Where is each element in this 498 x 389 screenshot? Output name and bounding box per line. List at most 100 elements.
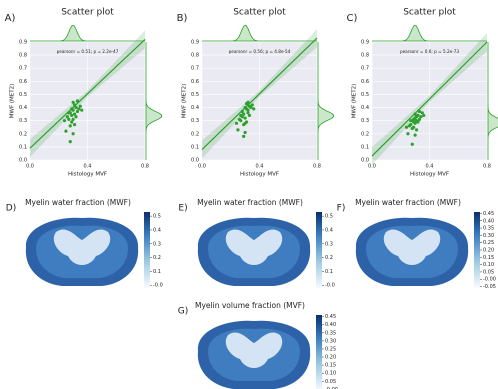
scatter-point: [235, 122, 238, 125]
scatter-point: [80, 109, 83, 112]
scatter-point: [63, 119, 66, 122]
y-tick-label: 0.2: [361, 131, 369, 137]
x-axis-label: Histology MVF: [410, 172, 449, 178]
y-tick-label: 0.7: [19, 66, 27, 72]
scatter-point: [422, 114, 425, 117]
colorbar-tick-label: 0.4: [325, 227, 333, 233]
brain-map: [198, 218, 310, 286]
chart-title: Scatter plot: [61, 8, 114, 18]
scatter-point: [66, 115, 69, 118]
scatter-point: [418, 110, 421, 113]
brain-map: [26, 218, 138, 286]
chart-title: Myelin water fraction (MWF): [355, 198, 461, 207]
y-tick-label: 0.1: [361, 144, 369, 150]
y-tick-label: 0.2: [19, 131, 27, 137]
x-tick-label: 0.4: [426, 164, 434, 170]
colorbar-tick-label: 0.35: [325, 330, 336, 336]
x-tick-label: 0.4: [84, 164, 92, 170]
colorbar-tick-label: 0.05: [483, 269, 494, 275]
colorbar-tick-label: 0.5: [153, 214, 161, 220]
colorbar-tick-label: 0.2: [153, 255, 161, 261]
scatter-point: [73, 123, 76, 126]
colorbar-tick-label: 0.35: [483, 226, 494, 232]
scatter-point: [414, 133, 417, 136]
scatter-point: [242, 135, 245, 138]
x-tick-label: 0.0: [198, 164, 206, 170]
scatter-point: [72, 101, 75, 104]
y-tick-label: 0.7: [191, 66, 199, 72]
y-tick-label: 0.5: [191, 92, 199, 98]
scatter-point: [70, 107, 73, 110]
scatter-point: [415, 128, 418, 131]
colorbar: [316, 212, 322, 288]
x-axis-label: Histology MVF: [240, 172, 279, 178]
colorbar-tick-label: 0.2: [325, 255, 333, 261]
colorbar: [316, 315, 322, 389]
chart-title: Scatter plot: [233, 8, 286, 18]
figure: A)Scatter plot0.00.10.20.30.40.50.60.70.…: [0, 0, 498, 389]
scatter-point: [241, 110, 244, 113]
scatter-point: [74, 115, 77, 118]
panel-label: E): [178, 204, 187, 214]
y-tick-label: 0.3: [19, 118, 27, 124]
scatter-point: [238, 118, 241, 121]
colorbar: [474, 212, 480, 288]
y-tick-label: 0.5: [361, 92, 369, 98]
colorbar-tick-label: 0.30: [325, 338, 336, 344]
x-tick-label: 0.0: [26, 164, 34, 170]
colorbar-tick-label: -0.00: [483, 277, 496, 283]
scatter-point: [64, 130, 67, 133]
scatter-point: [405, 126, 408, 129]
colorbar-tick-label: 0.25: [483, 240, 494, 246]
scatter-point: [236, 128, 239, 131]
scatter-point: [406, 132, 409, 135]
scatter-point: [79, 105, 82, 108]
colorbar-tick-label: 0.30: [483, 233, 494, 239]
scatter-point: [412, 118, 415, 121]
scatter-point: [249, 106, 252, 109]
scatter-point: [244, 131, 247, 134]
colorbar: [144, 212, 150, 288]
scatter-point: [246, 101, 249, 104]
x-tick-label: 0.8: [141, 164, 149, 170]
colorbar-tick-label: 0.40: [483, 218, 494, 224]
scatter-point: [69, 124, 72, 127]
scatter-point: [252, 107, 255, 110]
scatter-point: [419, 115, 422, 118]
y-tick-label: 0.1: [19, 144, 27, 150]
y-tick-label: 0.6: [361, 79, 369, 85]
scatter-point: [70, 114, 73, 117]
scatter-point: [414, 113, 417, 116]
colorbar-tick-label: 0.20: [483, 248, 494, 254]
colorbar-tick-label: 0.1: [325, 269, 333, 275]
panel-label: F): [337, 204, 346, 214]
scatter-point: [416, 120, 419, 123]
x-axis-label: Histology MVF: [68, 172, 107, 178]
y-tick-label: 0.8: [19, 53, 27, 59]
scatter-point: [239, 114, 242, 117]
y-tick-label: 0.6: [191, 79, 199, 85]
y-tick-label: 0.3: [191, 118, 199, 124]
chart-title: Myelin water fraction (MWF): [25, 198, 131, 207]
scatter-point: [411, 127, 414, 130]
panel-label: G): [178, 307, 189, 317]
panel-label: B): [177, 13, 188, 24]
y-tick-label: 0.8: [361, 53, 369, 59]
x-tick-label: 0.4: [256, 164, 264, 170]
brain-map: [356, 218, 468, 286]
scatter-point: [67, 111, 70, 114]
colorbar-tick-label: 0.1: [153, 269, 161, 275]
y-tick-label: 0.8: [191, 53, 199, 59]
y-axis-label: MWF (MET2): [352, 84, 358, 118]
y-tick-label: 0.9: [191, 40, 199, 46]
chart-title: Myelin water fraction (MWF): [197, 198, 303, 207]
annotation: pearsonr = 0.56; p = 4.8e-54: [229, 49, 291, 54]
y-tick-label: 0.4: [19, 105, 27, 111]
scatter-point: [244, 106, 247, 109]
scatter-point: [411, 143, 414, 146]
y-tick-label: 0.9: [19, 40, 27, 46]
scatter-point: [248, 114, 251, 117]
scatter-point: [72, 118, 75, 121]
scatter-point: [242, 123, 245, 126]
y-tick-label: 0.4: [361, 105, 369, 111]
